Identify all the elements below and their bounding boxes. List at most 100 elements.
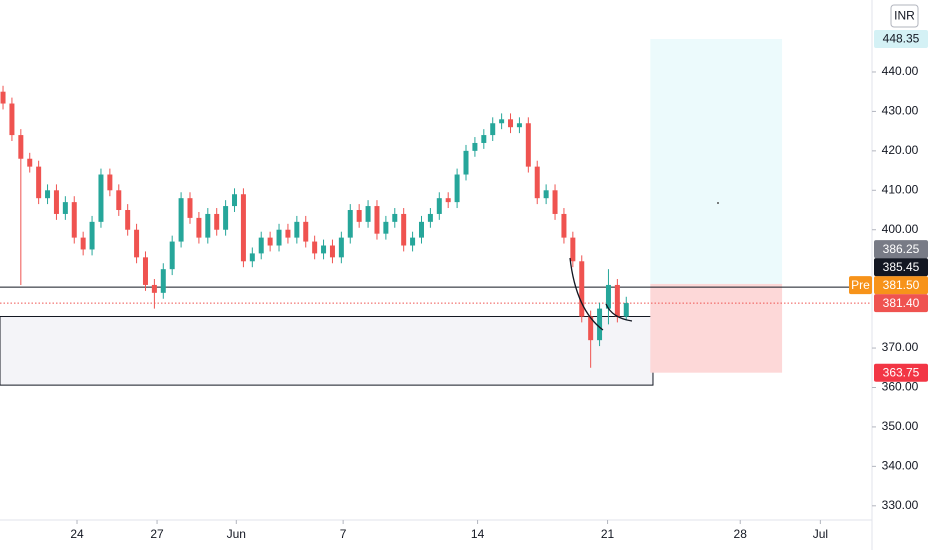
- x-tick-label: 14: [471, 527, 485, 541]
- candle-body: [338, 237, 344, 258]
- candle-body: [196, 217, 202, 238]
- price-tag: [874, 30, 928, 49]
- price-tag: [874, 276, 928, 295]
- x-tick-label: 7: [340, 527, 347, 541]
- x-tick-label: Jun: [227, 527, 246, 541]
- candle-body: [116, 190, 122, 211]
- candle-body: [151, 284, 157, 293]
- loss-zone: [650, 283, 783, 373]
- candle-body: [534, 166, 540, 199]
- candle-body: [321, 245, 327, 254]
- y-tick-label: 350.00: [882, 419, 919, 433]
- candle-body: [232, 194, 238, 207]
- candle-body: [53, 190, 59, 214]
- candle-body: [427, 213, 433, 222]
- candle-body: [356, 210, 362, 222]
- candle-body: [561, 213, 567, 238]
- candle-body: [374, 206, 380, 234]
- candle-body: [27, 158, 33, 167]
- price-tag: [874, 363, 928, 382]
- y-tick-label: 430.00: [882, 104, 919, 118]
- candle-body: [205, 213, 211, 238]
- candle-body: [418, 221, 424, 238]
- x-tick-label: 21: [601, 527, 615, 541]
- candle-body: [178, 198, 184, 242]
- candle-body: [0, 91, 6, 104]
- candle-body: [499, 119, 505, 124]
- candle-body: [383, 221, 389, 234]
- candle-body: [240, 194, 246, 262]
- candle-body: [18, 135, 24, 159]
- price-tag-label: 381.40: [883, 296, 920, 310]
- candle-body: [472, 142, 478, 151]
- candle-body: [445, 198, 451, 203]
- candle-body: [134, 229, 140, 258]
- price-tag-label: 381.50: [883, 278, 920, 292]
- candle-body: [267, 237, 273, 246]
- price-tag: [874, 258, 928, 277]
- price-tag-label: 386.25: [883, 242, 920, 256]
- candle-body: [285, 229, 291, 238]
- candle-body: [410, 237, 416, 246]
- candle-body: [80, 237, 86, 250]
- candle-body: [570, 237, 576, 262]
- candle-body: [62, 202, 68, 214]
- candle-body: [508, 119, 514, 128]
- x-tick-label: Jul: [813, 527, 828, 541]
- candle-body: [107, 174, 113, 191]
- y-tick-label: 420.00: [882, 143, 919, 157]
- candle-body: [98, 174, 104, 222]
- candle-body: [525, 123, 531, 167]
- candle-body: [249, 253, 255, 262]
- x-tick-label: 28: [734, 527, 748, 541]
- y-tick-label: 340.00: [882, 459, 919, 473]
- currency-box[interactable]: [890, 4, 919, 28]
- arc-drawing: [569, 257, 604, 331]
- candle-body: [36, 166, 42, 199]
- y-tick-label: 410.00: [882, 182, 919, 196]
- y-tick-label: 370.00: [882, 340, 919, 354]
- candle-body: [579, 261, 585, 317]
- profit-zone: [650, 39, 783, 284]
- candle-body: [597, 308, 603, 341]
- price-tag: [874, 294, 928, 313]
- candle-body: [89, 221, 95, 250]
- candle-body: [481, 135, 487, 143]
- candle-body: [312, 241, 318, 254]
- candle-body: [454, 174, 460, 203]
- candle-body: [294, 221, 300, 238]
- candle-body: [543, 190, 549, 199]
- candle-body: [125, 210, 131, 230]
- candle-body: [516, 123, 522, 128]
- candle-body: [169, 241, 175, 270]
- candle-body: [276, 229, 282, 246]
- candle-body: [463, 150, 469, 175]
- dot-drawing: [717, 202, 719, 204]
- y-tick-label: 360.00: [882, 380, 919, 394]
- currency: INR: [894, 9, 915, 23]
- price-tag-prefix: Pre: [851, 278, 870, 292]
- candle-body: [365, 206, 371, 222]
- candle-body: [9, 103, 15, 136]
- candle-body: [623, 303, 629, 317]
- x-tick-label: 27: [150, 527, 164, 541]
- candle-body: [160, 269, 166, 293]
- y-tick-label: 330.00: [882, 498, 919, 512]
- candle-body: [214, 213, 220, 230]
- candle-body: [401, 213, 407, 246]
- candle-body: [614, 284, 620, 317]
- y-tick-label: 400.00: [882, 222, 919, 236]
- candle-body: [303, 221, 309, 242]
- zone-box: [0, 315, 654, 386]
- candle-body: [605, 284, 611, 309]
- candle-body: [45, 190, 51, 199]
- x-tick-label: 24: [70, 527, 84, 541]
- candle-body: [329, 245, 335, 258]
- arc-drawing: [605, 303, 633, 322]
- candle-body: [142, 257, 148, 285]
- price-tag-label: 363.75: [883, 365, 920, 379]
- candle-body: [490, 123, 496, 136]
- plot-area: [0, 39, 872, 386]
